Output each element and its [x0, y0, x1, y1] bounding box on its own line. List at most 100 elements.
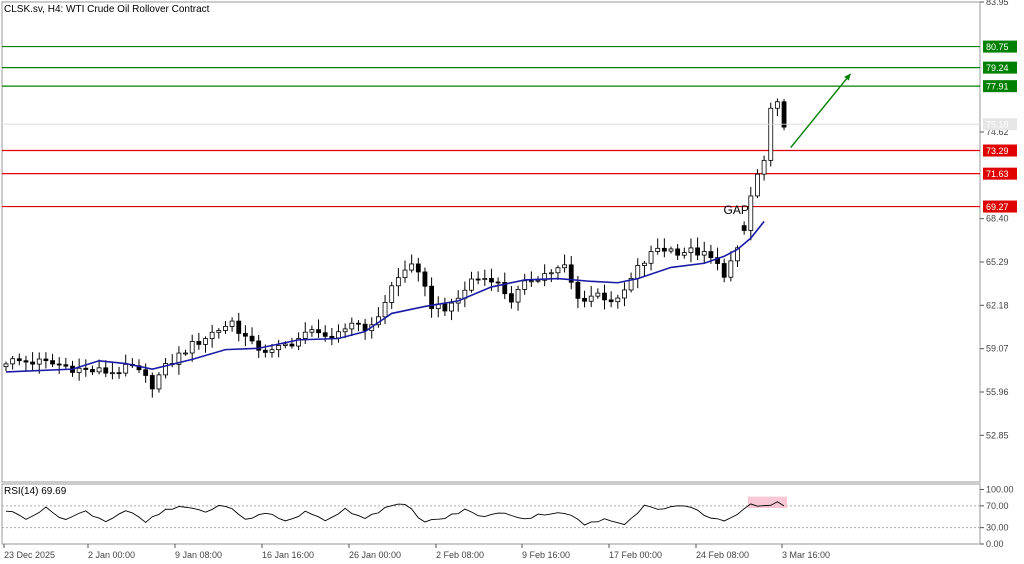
- candle-body: [542, 273, 548, 281]
- candle-body: [342, 328, 348, 333]
- trend-arrow-head: [844, 73, 851, 81]
- candle: [356, 320, 361, 332]
- resistance-level-label: 77.91: [986, 82, 1009, 92]
- candle-body: [336, 331, 341, 339]
- time-tick-label: 3 Mar 16:00: [782, 550, 830, 560]
- candle-body: [23, 360, 29, 363]
- candle-body: [16, 358, 22, 362]
- candle-body: [508, 293, 514, 303]
- candle: [216, 328, 222, 339]
- candle-body: [648, 251, 654, 264]
- candle: [395, 268, 401, 297]
- candle: [110, 362, 115, 380]
- candle-body: [475, 278, 481, 281]
- candle: [43, 352, 49, 369]
- candle: [628, 272, 634, 293]
- rsi-line: [5, 501, 785, 526]
- price-tick-label: 62.18: [986, 300, 1009, 310]
- candle-body: [143, 369, 149, 376]
- candle-body: [329, 335, 335, 339]
- candle-body: [322, 332, 328, 337]
- candle-body: [229, 320, 235, 327]
- candle: [588, 285, 594, 308]
- time-tick-label: 17 Feb 00:00: [609, 550, 662, 560]
- candle: [276, 339, 282, 358]
- candle-body: [276, 345, 282, 351]
- candle-body: [50, 360, 55, 365]
- candle: [163, 357, 169, 379]
- candle: [223, 321, 228, 334]
- candle: [435, 296, 441, 318]
- candle: [415, 257, 421, 282]
- candle-body: [755, 173, 760, 197]
- candle: [655, 238, 661, 255]
- candle-body: [156, 374, 162, 390]
- time-tick-label: 9 Feb 16:00: [522, 550, 570, 560]
- candle-body: [502, 281, 508, 295]
- candle: [342, 323, 348, 339]
- candle-body: [422, 271, 428, 287]
- candle: [76, 358, 82, 381]
- candle-body: [56, 363, 62, 366]
- chart-title: CLSK.sv, H4: WTI Crude Oil Rollover Cont…: [4, 4, 210, 15]
- candle: [602, 284, 607, 310]
- candle-body: [741, 225, 747, 231]
- resistance-level-label-bg: [983, 80, 1017, 93]
- candle: [309, 325, 315, 337]
- candle: [741, 221, 747, 235]
- candle: [349, 317, 355, 337]
- candle: [203, 336, 208, 353]
- candle-body: [316, 329, 321, 334]
- candle-body: [83, 367, 89, 370]
- candle-body: [203, 338, 208, 345]
- candle-body: [236, 320, 242, 334]
- candle-body: [43, 358, 49, 362]
- candle: [176, 346, 182, 375]
- candle-body: [708, 251, 714, 259]
- candle-body: [262, 349, 268, 353]
- candle: [256, 335, 262, 358]
- candle-body: [635, 265, 641, 279]
- support-level-label-bg: [983, 200, 1017, 213]
- candle: [123, 354, 129, 377]
- candle-body: [449, 302, 454, 312]
- candle: [83, 359, 89, 377]
- candle: [469, 271, 474, 293]
- candle-body: [469, 278, 474, 291]
- candle: [508, 286, 514, 309]
- candle-body: [622, 289, 627, 299]
- candle: [289, 337, 295, 349]
- gap-annotation: GAP: [724, 203, 749, 217]
- candle: [209, 324, 215, 348]
- price-tick-label: 74.62: [986, 127, 1009, 137]
- rsi-panel-frame: [1, 483, 981, 545]
- candle-body: [209, 331, 215, 340]
- candle-body: [548, 272, 554, 275]
- resistance-level-label-bg: [983, 61, 1017, 74]
- candle-body: [356, 322, 361, 325]
- candle-body: [602, 292, 607, 301]
- time-axis: 23 Dec 2025 2 Jan 00:00 9 Jan 08:00 16 Jan …: [3, 544, 830, 560]
- candle-body: [715, 257, 720, 264]
- candle-body: [568, 264, 574, 283]
- candle-body: [282, 343, 288, 346]
- candle: [542, 264, 548, 287]
- resistance-level-label: 80.75: [986, 42, 1009, 52]
- candle: [502, 272, 508, 300]
- candle-body: [721, 263, 727, 278]
- candle: [336, 324, 341, 343]
- candle-body: [163, 363, 169, 376]
- candle-body: [415, 263, 421, 273]
- candle-body: [615, 297, 621, 303]
- price-tick-label: 59.07: [986, 344, 1009, 354]
- candle: [23, 355, 29, 372]
- candle-body: [103, 367, 109, 374]
- candle-body: [761, 159, 767, 175]
- candle: [409, 254, 415, 273]
- candle-body: [735, 247, 740, 262]
- candle: [615, 294, 621, 309]
- candle-body: [588, 295, 594, 302]
- time-tick-label: 26 Jan 00:00: [349, 550, 401, 560]
- candle-body: [535, 279, 541, 282]
- candle-body: [515, 288, 521, 303]
